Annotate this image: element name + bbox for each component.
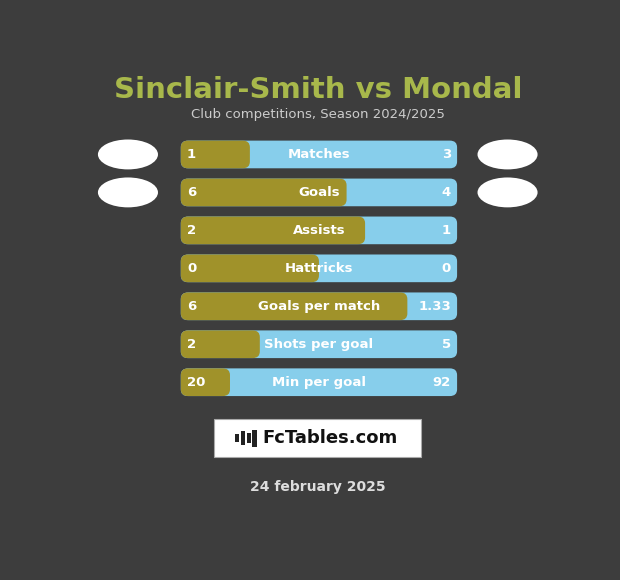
Ellipse shape — [98, 177, 158, 208]
Text: 4: 4 — [441, 186, 451, 199]
FancyBboxPatch shape — [181, 292, 407, 320]
Text: Min per goal: Min per goal — [272, 376, 366, 389]
Ellipse shape — [98, 140, 158, 169]
FancyBboxPatch shape — [241, 432, 245, 445]
FancyBboxPatch shape — [181, 292, 457, 320]
Text: Goals per match: Goals per match — [258, 300, 380, 313]
Text: 5: 5 — [441, 338, 451, 351]
Text: FcTables.com: FcTables.com — [262, 429, 397, 447]
Text: 24 february 2025: 24 february 2025 — [250, 480, 386, 494]
Text: Club competitions, Season 2024/2025: Club competitions, Season 2024/2025 — [191, 108, 445, 121]
Text: 20: 20 — [187, 376, 205, 389]
FancyBboxPatch shape — [181, 216, 365, 244]
FancyBboxPatch shape — [235, 434, 239, 442]
Text: 1: 1 — [441, 224, 451, 237]
Text: Sinclair-Smith vs Mondal: Sinclair-Smith vs Mondal — [113, 76, 522, 104]
FancyBboxPatch shape — [181, 140, 457, 168]
FancyBboxPatch shape — [181, 216, 457, 244]
Text: 2: 2 — [187, 338, 196, 351]
FancyBboxPatch shape — [181, 255, 319, 282]
FancyBboxPatch shape — [181, 179, 347, 206]
Text: 3: 3 — [441, 148, 451, 161]
FancyBboxPatch shape — [181, 255, 457, 282]
FancyBboxPatch shape — [247, 433, 251, 443]
Text: Hattricks: Hattricks — [285, 262, 353, 275]
Text: Matches: Matches — [288, 148, 350, 161]
Text: 0: 0 — [187, 262, 197, 275]
Ellipse shape — [477, 177, 538, 208]
Text: Goals: Goals — [298, 186, 340, 199]
FancyBboxPatch shape — [215, 419, 421, 457]
Text: Assists: Assists — [293, 224, 345, 237]
FancyBboxPatch shape — [252, 430, 257, 447]
Text: 2: 2 — [187, 224, 196, 237]
Text: 1: 1 — [187, 148, 196, 161]
Text: 6: 6 — [187, 186, 197, 199]
Text: Shots per goal: Shots per goal — [264, 338, 373, 351]
Text: 92: 92 — [433, 376, 451, 389]
Text: 6: 6 — [187, 300, 197, 313]
FancyBboxPatch shape — [181, 368, 230, 396]
Text: 1.33: 1.33 — [418, 300, 451, 313]
Text: 0: 0 — [441, 262, 451, 275]
FancyBboxPatch shape — [181, 140, 250, 168]
FancyBboxPatch shape — [181, 368, 457, 396]
Ellipse shape — [477, 140, 538, 169]
FancyBboxPatch shape — [181, 331, 457, 358]
FancyBboxPatch shape — [181, 179, 457, 206]
FancyBboxPatch shape — [181, 331, 260, 358]
